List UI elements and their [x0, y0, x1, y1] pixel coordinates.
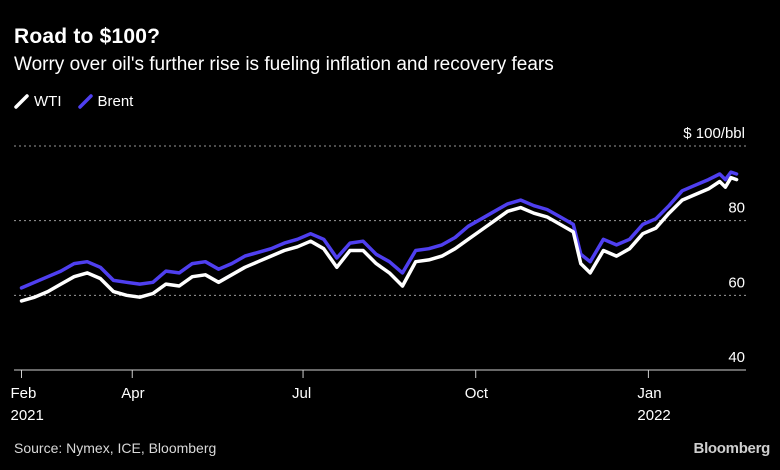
x-axis [14, 369, 746, 378]
chart-legend: WTI Brent [14, 93, 149, 110]
y-tick-label-100: $ 100/bbl [683, 125, 745, 142]
grid-lines [14, 145, 746, 296]
legend-swatch-brent [77, 94, 93, 109]
legend-item-wti: WTI [14, 93, 62, 110]
x-tick-label-oct: Oct [465, 385, 489, 402]
x-tick-label-jul: Jul [292, 385, 311, 402]
legend-item-brent: Brent [77, 93, 134, 110]
chart-title: Road to $100? [14, 25, 161, 48]
legend-swatch-brent-line [77, 94, 93, 109]
x-tick-label-feb: Feb [11, 385, 37, 402]
axis-labels: 40 60 80 $ 100/bbl Feb 2021 Apr Jul Oct Jan 2022 [11, 125, 745, 424]
series-lines [19, 170, 739, 303]
x-tick-sublabel-2021: 2021 [11, 407, 44, 424]
series-line-wti [19, 175, 739, 303]
legend-label-wti: WTI [34, 93, 62, 110]
bloomberg-logo: Bloomberg [693, 440, 771, 457]
x-tick-label-jan: Jan [637, 385, 661, 402]
legend-swatch-wti [14, 94, 29, 109]
series-line-brent [19, 170, 739, 290]
legend-swatch-wti-line [14, 94, 29, 109]
y-tick-label-80: 80 [728, 200, 745, 217]
y-tick-label-60: 60 [728, 274, 745, 291]
legend-label-brent: Brent [97, 93, 134, 110]
x-tick-label-apr: Apr [121, 385, 144, 402]
source-note: Source: Nymex, ICE, Bloomberg [14, 440, 217, 456]
x-tick-sublabel-2022: 2022 [637, 407, 670, 424]
y-tick-label-40: 40 [728, 349, 745, 366]
chart-subtitle: Worry over oil's further rise is fueling… [14, 54, 554, 75]
